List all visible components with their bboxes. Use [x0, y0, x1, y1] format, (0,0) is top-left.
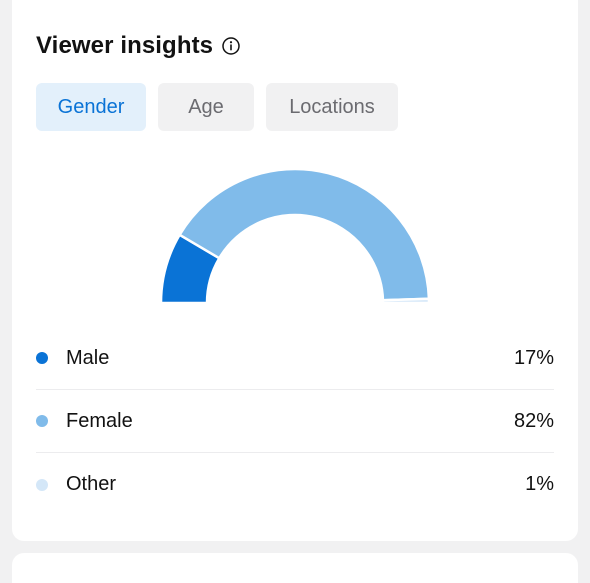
legend-value-female: 82%: [513, 409, 554, 432]
slice-other: [381, 297, 431, 305]
insight-tabs: Gender Age Locations: [36, 83, 410, 131]
card-title: Viewer insights: [36, 32, 214, 59]
legend-value-other: 1%: [525, 473, 554, 495]
legend-label-other: Other: [66, 473, 117, 495]
female-color-dot: [36, 415, 48, 427]
info-circle-icon[interactable]: [221, 36, 241, 56]
slice-female: [177, 167, 431, 302]
gender-semi-donut-chart: [159, 167, 431, 305]
tab-age-label: Age: [188, 95, 224, 118]
legend-value-male: 17%: [513, 346, 554, 369]
legend-item-male: Male 17%: [36, 327, 554, 390]
tab-gender-label: Gender: [57, 95, 125, 118]
tab-gender[interactable]: Gender: [36, 83, 146, 131]
viewer-insights-card: Viewer insights Gender Age Locations Mal…: [12, 0, 578, 541]
legend-label-female: Female: [66, 409, 133, 432]
male-color-dot: [36, 352, 48, 364]
tab-locations[interactable]: Locations: [266, 83, 398, 131]
other-color-dot: [36, 478, 48, 491]
legend-item-female: Female 82%: [36, 390, 554, 453]
legend-label-male: Male: [66, 346, 110, 369]
tab-locations-label: Locations: [289, 95, 375, 118]
tab-age[interactable]: Age: [158, 83, 254, 131]
card-header: Viewer insights: [36, 28, 241, 64]
gender-legend: Male 17% Female 82% Other 1%: [36, 327, 554, 516]
legend-item-other: Other 1%: [36, 453, 554, 516]
next-card: [12, 553, 578, 583]
